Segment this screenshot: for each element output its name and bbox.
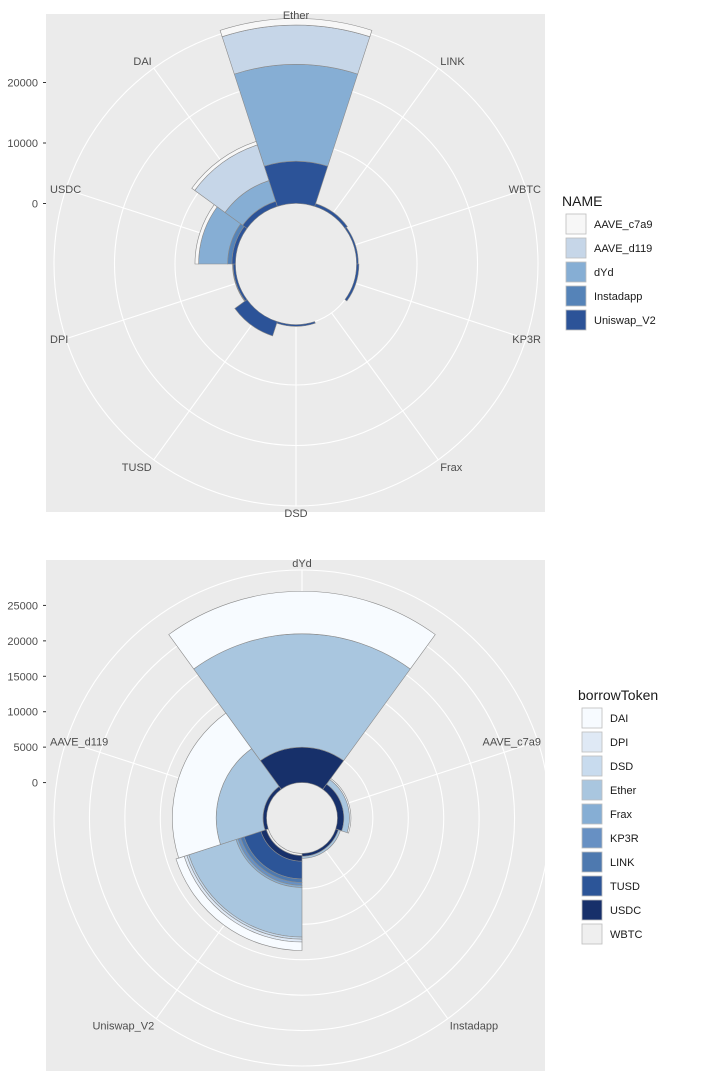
category-label: Instadapp	[450, 1021, 498, 1033]
legend-label: dYd	[594, 267, 614, 279]
bar-segment-dai-aave_c7a9: DAI / AAVE_c7a9: 600	[191, 141, 258, 191]
grid-spoke	[322, 846, 449, 1019]
category-label: DPI	[50, 334, 68, 346]
legend-label: KP3R	[610, 833, 639, 845]
legend-key	[581, 923, 603, 945]
legend-key	[581, 899, 603, 921]
legend-key	[565, 261, 587, 283]
y-tick-label: 10000	[7, 138, 38, 150]
bar-segment-tusd-uniswap_v2: TUSD / Uniswap_V2: 2500	[234, 299, 278, 337]
grid-spoke	[353, 188, 527, 246]
legend-key	[581, 731, 603, 753]
legend-label: DAI	[610, 713, 628, 725]
legend-key	[565, 237, 587, 259]
category-label: KP3R	[512, 334, 541, 346]
grid-spoke	[331, 67, 439, 216]
legend-label: AAVE_c7a9	[594, 219, 653, 231]
legend-label: WBTC	[610, 929, 642, 941]
legend-label: TUSD	[610, 881, 640, 893]
legend-key	[565, 285, 587, 307]
grid-spoke	[153, 312, 261, 461]
legend: NAME AAVE_c7a9 AAVE_d119 dYd Instadapp Uniswa…	[562, 193, 656, 331]
legend-key	[581, 875, 603, 897]
legend-label: LINK	[610, 857, 635, 869]
y-tick-label: 0	[32, 199, 38, 211]
legend-label: Instadapp	[594, 291, 642, 303]
bar-segment-dyd-dai: dYd / DAI: 6000	[168, 591, 436, 670]
category-label: TUSD	[122, 462, 152, 474]
legend-key	[581, 803, 603, 825]
category-label: Frax	[440, 462, 463, 474]
category-label: DAI	[133, 56, 151, 68]
y-tick-label: 0	[32, 778, 38, 790]
chart-1: Ether / Uniswap_V2: 7000Ether / dYd: 160…	[7, 10, 655, 520]
legend-key	[581, 827, 603, 849]
legend-key	[581, 707, 603, 729]
bar-segment-aave_c7a9-dai: AAVE_c7a9 / DAI: 200	[329, 778, 352, 834]
legend-label: Frax	[610, 809, 633, 821]
category-label: USDC	[50, 184, 81, 196]
legend-key	[581, 851, 603, 873]
category-label: Uniswap_V2	[92, 1021, 154, 1033]
legend-key	[581, 755, 603, 777]
legend-label: DSD	[610, 761, 633, 773]
legend-label: Ether	[610, 785, 637, 797]
chart-2: dYd / USDC: 5000dYd / Ether: 16000dYd / …	[7, 558, 658, 1071]
y-tick-label: 10000	[7, 707, 38, 719]
y-tick-label: 5000	[14, 742, 38, 754]
category-label: DSD	[284, 508, 307, 520]
grid-spoke	[335, 740, 539, 808]
y-tick-label: 20000	[7, 636, 38, 648]
category-label: LINK	[440, 56, 465, 68]
legend-label: Uniswap_V2	[594, 315, 656, 327]
bar-segment-kp3r-uniswap_v2: KP3R / Uniswap_V2: 400	[344, 263, 360, 302]
legend: borrowToken DAI DPI DSD Ether Frax KP3R LINK TUS…	[578, 687, 658, 945]
grid-spoke	[65, 282, 239, 340]
category-label: AAVE_d119	[50, 736, 108, 748]
category-label: Ether	[283, 10, 310, 22]
legend-key	[565, 213, 587, 235]
category-label: WBTC	[509, 184, 541, 196]
y-tick-label: 15000	[7, 671, 38, 683]
legend-label: DPI	[610, 737, 628, 749]
legend-key	[565, 309, 587, 331]
bar-segment-ether-aave_c7a9: Ether / AAVE_c7a9: 1100	[219, 18, 373, 38]
legend-title: borrowToken	[578, 687, 658, 703]
legend-key	[581, 779, 603, 801]
legend-title: NAME	[562, 193, 602, 209]
legend-label: USDC	[610, 905, 641, 917]
bar-segment-aave_d119-dai: AAVE_d119 / DAI: 6200	[172, 712, 253, 859]
category-label: dYd	[292, 558, 312, 570]
y-tick-label: 20000	[7, 78, 38, 90]
y-tick-label: 25000	[7, 600, 38, 612]
grid-spoke	[331, 312, 439, 461]
grid-spoke	[353, 282, 527, 340]
legend-label: AAVE_d119	[594, 243, 652, 255]
category-label: AAVE_c7a9	[482, 736, 541, 748]
